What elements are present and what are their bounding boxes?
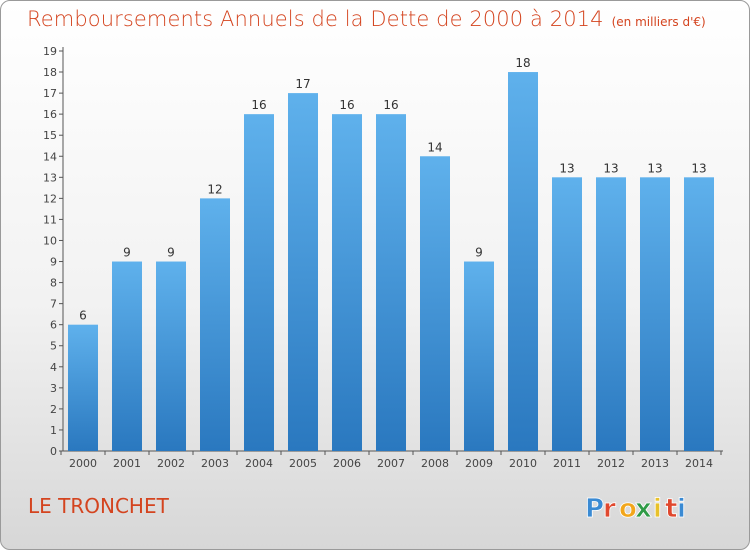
x-tick-label: 2000 [69,457,97,470]
bars-group [68,72,714,452]
data-label: 16 [383,98,398,112]
x-tick-label: 2005 [289,457,317,470]
y-tick-label: 6 [50,319,57,332]
x-tick-label: 2014 [685,457,713,470]
x-tick-label: 2011 [553,457,581,470]
logo-letter: i [677,494,686,524]
logo-letter: x [635,494,652,524]
title-row: Remboursements Annuels de la Dette de 20… [27,7,706,31]
bar [112,261,142,451]
y-tick-label: 1 [50,424,57,437]
bar [332,114,362,451]
y-tick-label: 7 [50,298,57,311]
y-tick-label: 9 [50,256,57,269]
y-tick-label: 12 [43,192,57,205]
x-tick-label: 2012 [597,457,625,470]
x-tick-label: 2003 [201,457,229,470]
x-tick-label: 2008 [421,457,449,470]
data-label: 6 [79,309,87,323]
y-tick-label: 11 [43,213,57,226]
data-label: 13 [603,161,618,175]
bar [464,261,494,451]
data-label: 9 [123,246,131,260]
data-label: 17 [295,77,310,91]
data-label: 16 [251,98,266,112]
logo-letters: Pr ox i t i [585,494,687,525]
data-label: 18 [515,56,530,70]
x-tick-label: 2006 [333,457,361,470]
labels-group: 6 2000 9 2001 9 2002 12 2003 16 2004 17 2005 16 2006 1… [69,56,713,470]
bar [508,72,538,451]
data-label: 14 [427,140,442,154]
y-tick-label: 16 [43,108,57,121]
x-tick-label: 2002 [157,457,185,470]
bar [244,114,274,451]
y-tick-label: 5 [50,340,57,353]
logo-letter: P [585,494,604,524]
proxiti-logo: Pr ox i t i [585,494,687,525]
y-tick-label: 18 [43,66,57,79]
bar [640,177,670,451]
data-label: 13 [559,161,574,175]
bar [200,198,230,451]
y-tick-label: 8 [50,277,57,290]
y-tick-label: 14 [43,150,57,163]
bar [376,114,406,451]
bar [420,156,450,451]
x-tick-label: 2001 [113,457,141,470]
unit-label: (en milliers d'€) [611,15,706,29]
x-tick-label: 2007 [377,457,405,470]
data-label: 16 [339,98,354,112]
y-tick-label: 13 [43,171,57,184]
logo-letter: i [653,494,662,524]
bar [156,261,186,451]
x-tick-label: 2010 [509,457,537,470]
x-tick-label: 2004 [245,457,273,470]
x-tick-label: 2013 [641,457,669,470]
place-name: LE TRONCHET [28,494,169,518]
y-tick-label: 19 [43,45,57,58]
logo-letter: o [619,494,637,524]
data-label: 12 [207,182,222,196]
bar [288,93,318,452]
data-label: 9 [167,246,175,260]
x-tick-label: 2009 [465,457,493,470]
y-tick-label: 0 [50,445,57,458]
logo-letter: r [603,494,616,524]
y-tick-label: 3 [50,382,57,395]
y-tick-label: 10 [43,234,57,247]
y-tick-label: 17 [43,87,57,100]
chart-title: Remboursements Annuels de la Dette de 20… [27,7,604,31]
y-tick-label: 2 [50,403,57,416]
data-label: 13 [691,161,706,175]
bar [596,177,626,451]
data-label: 13 [647,161,662,175]
y-tick-label: 15 [43,129,57,142]
bar [552,177,582,451]
logo-letter: t [665,494,677,524]
bar [684,177,714,451]
data-label: 9 [475,246,483,260]
y-tick-label: 4 [50,361,57,374]
bar [68,324,98,451]
